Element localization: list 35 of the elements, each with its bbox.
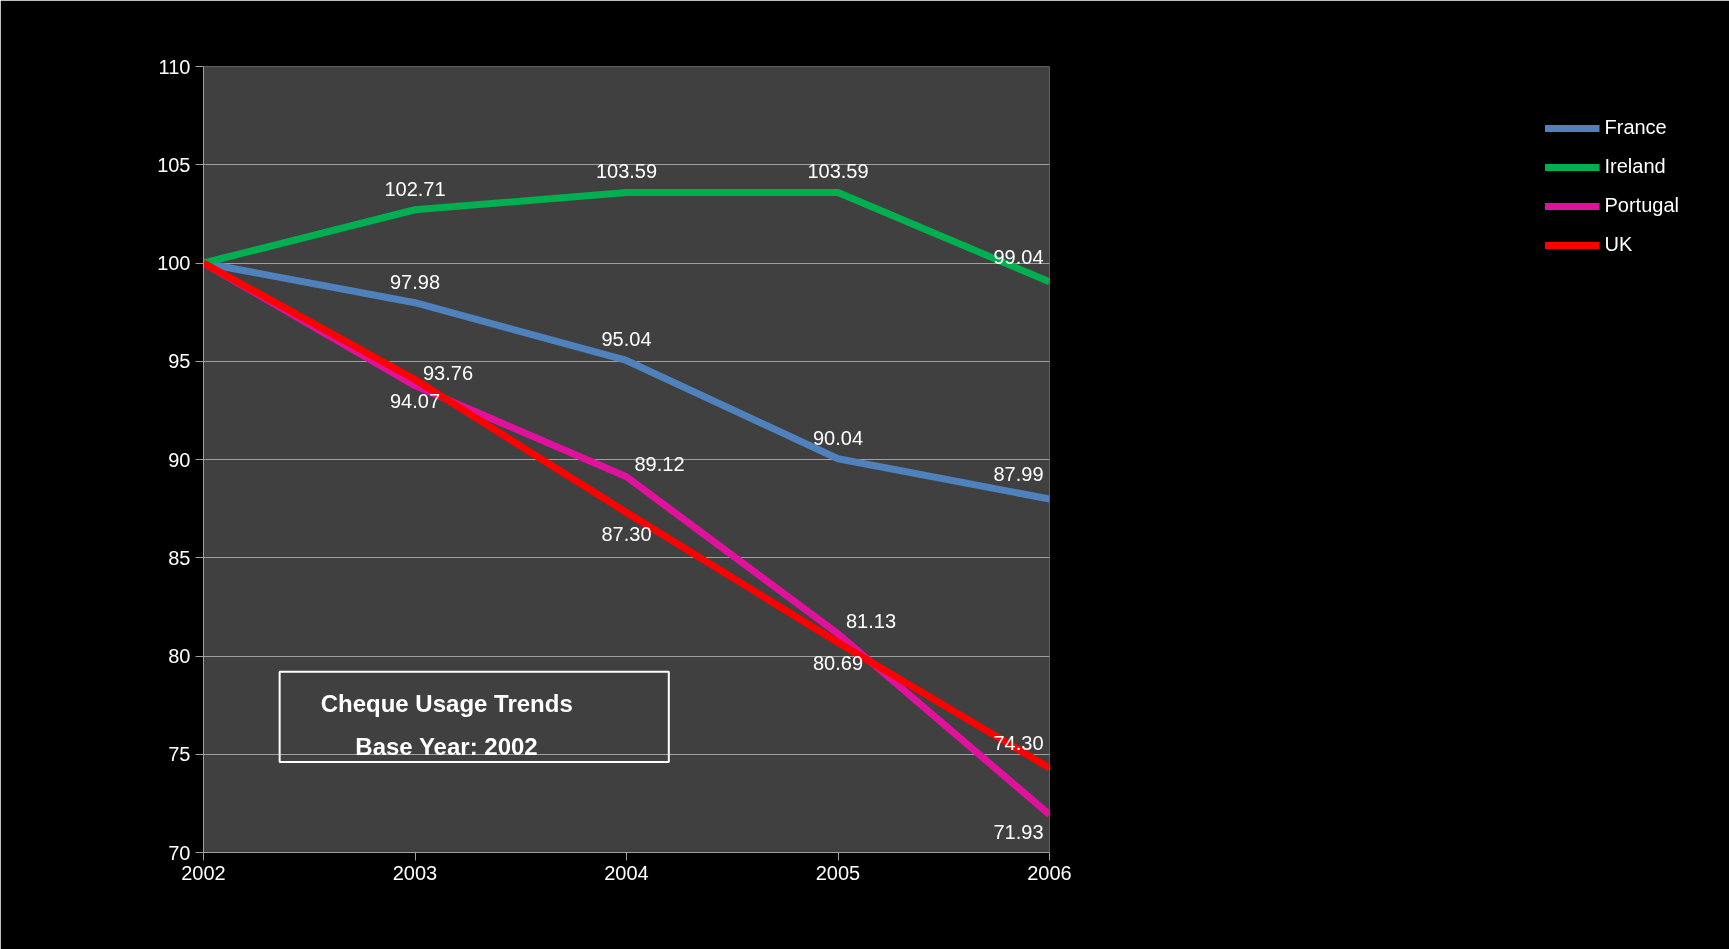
x-tick-label: 2002 [181,861,226,884]
y-tick-label: 70 [168,841,191,864]
legend-label: Portugal [1604,194,1679,217]
y-tick-label: 95 [168,350,191,373]
data-label: 103.59 [595,160,658,183]
x-tick-label: 2004 [604,861,649,884]
data-label: 93.76 [423,361,474,384]
data-label: 94.07 [389,389,441,412]
data-label: 87.30 [601,522,652,545]
data-label: 90.04 [812,426,864,449]
legend-label: UK [1604,233,1633,256]
text: Base Year: 2002 [355,732,538,760]
data-label: 95.04 [601,328,652,351]
y-tick-label: 110 [158,55,191,78]
data-label: 97.98 [389,270,441,293]
y-tick-label: 85 [168,546,191,569]
data-label: 87.99 [993,463,1044,485]
data-label: 103.59 [807,160,869,183]
legend-label: France [1604,116,1667,139]
data-label: 81.13 [846,609,897,632]
data-label: 99.04 [993,245,1044,268]
y-tick-label: 100 [157,252,191,274]
data-label: 80.69 [812,652,864,675]
y-tick-label: 90 [168,448,191,471]
x-tick-label: 2006 [1027,861,1072,884]
x-tick-label: 2003 [392,861,438,884]
y-tick-label: 80 [168,645,191,667]
data-label: 102.71 [384,177,446,200]
legend-label: Ireland [1604,155,1666,178]
text: Cheque Usage Trends [320,689,573,717]
data-label: 71.93 [993,820,1044,843]
data-label: 89.12 [634,452,685,475]
y-tick-label: 75 [168,743,191,766]
x-tick-label: 2005 [815,861,861,884]
y-tick-label: 105 [157,153,191,176]
